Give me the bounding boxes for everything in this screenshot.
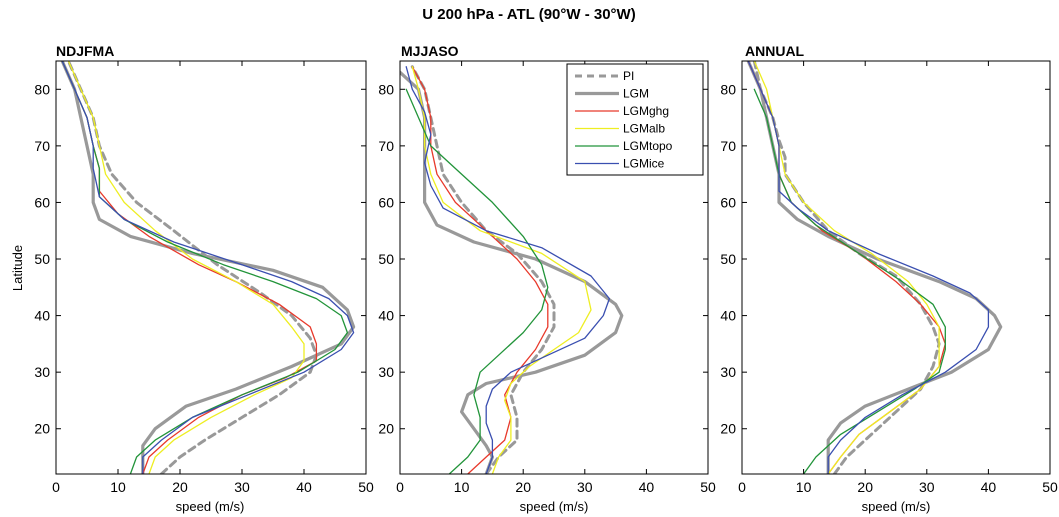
y-tick-label: 80 bbox=[378, 81, 394, 97]
plot-frame bbox=[399, 60, 709, 475]
x-tick-label: 30 bbox=[577, 479, 593, 495]
series-line-pi bbox=[66, 61, 318, 474]
legend-label: PI bbox=[623, 69, 634, 83]
y-tick-label: 80 bbox=[720, 81, 736, 97]
series-line-lgmalb bbox=[67, 61, 305, 474]
x-tick-label: 30 bbox=[234, 479, 250, 495]
y-tick-label: 60 bbox=[378, 194, 394, 210]
panel-ndjfma: NDJFMA 0 10 20 30 40 50 20 30 40 50 60 70 80 speed (… bbox=[10, 43, 374, 514]
y-tick-label: 30 bbox=[34, 364, 50, 380]
x-axis-label: speed (m/s) bbox=[520, 499, 589, 514]
y-tick-label: 20 bbox=[34, 421, 50, 437]
y-tick-label: 70 bbox=[720, 138, 736, 154]
series-line-lgmalb bbox=[411, 66, 592, 474]
y-axis-label: Latitude bbox=[10, 245, 25, 291]
series-line-lgmghg bbox=[747, 61, 946, 474]
figure-title: U 200 hPa - ATL (90°W - 30°W) bbox=[422, 6, 635, 23]
series-line-lgmtopo bbox=[753, 88, 946, 474]
x-tick-label: 10 bbox=[796, 479, 812, 495]
legend-label: LGMice bbox=[623, 157, 665, 171]
x-tick-label: 40 bbox=[981, 479, 997, 495]
y-tick-label: 40 bbox=[378, 308, 394, 324]
y-tick-label: 40 bbox=[720, 308, 736, 324]
x-tick-label: 50 bbox=[1042, 479, 1058, 495]
axis-layer: 0 10 20 30 40 50 20 30 40 50 60 70 80 bbox=[378, 61, 716, 495]
legend: PI LGM LGMghg LGMalb LGMtopo LGMice bbox=[566, 63, 704, 176]
x-tick-label: 40 bbox=[296, 479, 312, 495]
series-line-lgmice bbox=[747, 61, 990, 474]
x-tick-label: 40 bbox=[639, 479, 655, 495]
series-line-lgmtopo bbox=[405, 88, 549, 474]
y-tick-label: 20 bbox=[720, 421, 736, 437]
series-line-lgmice bbox=[405, 66, 611, 474]
y-tick-label: 70 bbox=[378, 138, 394, 154]
plot-frame bbox=[55, 60, 367, 475]
x-axis-label: speed (m/s) bbox=[176, 499, 245, 514]
panel-annual: ANNUAL 0 10 20 30 40 50 20 30 40 50 60 70 80 speed (… bbox=[720, 43, 1058, 514]
x-tick-label: 30 bbox=[919, 479, 935, 495]
panel-title: ANNUAL bbox=[745, 43, 805, 59]
panel-title: MJJASO bbox=[401, 43, 459, 59]
series-layer bbox=[400, 65, 624, 474]
x-tick-label: 0 bbox=[52, 479, 60, 495]
series-line-lgmghg bbox=[411, 66, 549, 474]
plot-frame bbox=[741, 60, 1051, 475]
series-layer bbox=[746, 61, 1003, 474]
y-tick-label: 30 bbox=[378, 364, 394, 380]
y-tick-label: 50 bbox=[34, 251, 50, 267]
axis-layer: 0 10 20 30 40 50 20 30 40 50 60 70 80 bbox=[720, 61, 1058, 495]
x-tick-label: 20 bbox=[172, 479, 188, 495]
x-tick-label: 10 bbox=[110, 479, 126, 495]
x-tick-label: 10 bbox=[454, 479, 470, 495]
x-tick-label: 0 bbox=[396, 479, 404, 495]
legend-label: LGM bbox=[623, 87, 649, 101]
series-line-lgmghg bbox=[61, 61, 318, 474]
legend-label: LGMalb bbox=[623, 122, 665, 136]
panel-mjjaso: MJJASO 0 10 20 30 40 50 20 30 40 50 60 70 80 speed (… bbox=[378, 43, 716, 514]
legend-label: LGMghg bbox=[623, 104, 669, 118]
y-tick-label: 20 bbox=[378, 421, 394, 437]
series-line-lgmice bbox=[61, 61, 355, 474]
panel-title: NDJFMA bbox=[56, 43, 114, 59]
x-tick-label: 20 bbox=[515, 479, 531, 495]
x-tick-label: 50 bbox=[700, 479, 716, 495]
x-tick-label: 50 bbox=[358, 479, 374, 495]
y-tick-label: 50 bbox=[378, 251, 394, 267]
x-tick-label: 0 bbox=[738, 479, 746, 495]
series-line-pi bbox=[752, 61, 941, 474]
y-tick-label: 80 bbox=[34, 81, 50, 97]
y-tick-label: 70 bbox=[34, 138, 50, 154]
x-axis-label: speed (m/s) bbox=[862, 499, 931, 514]
y-tick-label: 30 bbox=[720, 364, 736, 380]
y-tick-label: 40 bbox=[34, 308, 50, 324]
y-tick-label: 60 bbox=[720, 194, 736, 210]
y-tick-label: 60 bbox=[34, 194, 50, 210]
series-line-lgm bbox=[60, 61, 356, 474]
legend-box bbox=[566, 63, 704, 176]
x-tick-label: 20 bbox=[857, 479, 873, 495]
axis-layer: 0 10 20 30 40 50 20 30 40 50 60 70 80 bbox=[34, 61, 374, 495]
y-tick-label: 50 bbox=[720, 251, 736, 267]
series-layer bbox=[60, 61, 356, 474]
series-line-pi bbox=[410, 65, 556, 474]
legend-label: LGMtopo bbox=[623, 139, 673, 153]
